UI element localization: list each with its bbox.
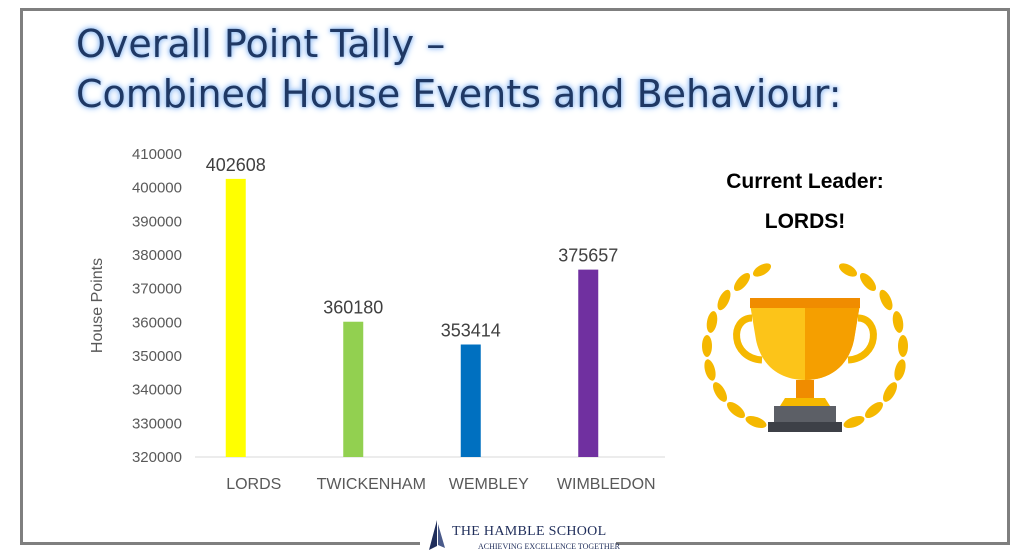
y-tick-label: 400000: [132, 180, 182, 197]
footer-logo-area: [420, 516, 616, 556]
y-tick-label: 380000: [132, 247, 182, 264]
trophy-icon: [702, 263, 908, 432]
y-tick-label: 410000: [132, 146, 182, 163]
y-tick-label: 390000: [132, 213, 182, 230]
bar-wembley: [460, 344, 481, 457]
y-axis-label: House Points: [89, 258, 106, 353]
y-tick-label: 350000: [132, 348, 182, 365]
sailboat-logo-icon: [429, 520, 445, 550]
school-motto: ACHIEVING EXCELLENCE TOGETHER: [478, 542, 620, 551]
bar-twickenham: [343, 321, 364, 457]
x-tick-label: WEMBLEY: [449, 476, 529, 493]
x-tick-label: WIMBLEDON: [557, 476, 656, 493]
bar-chart: 320000 330000 340000 350000 360000 370000 3800…: [89, 146, 665, 493]
y-tick-label: 360000: [132, 314, 182, 331]
x-tick-label: TWICKENHAM: [317, 476, 426, 493]
data-label: 353414: [441, 321, 501, 341]
data-label: 360180: [323, 298, 383, 318]
bar-lords: [225, 178, 246, 457]
current-leader-name: LORDS!: [764, 210, 846, 233]
y-tick-label: 370000: [132, 281, 182, 298]
bar-wimbledon: [578, 269, 599, 457]
data-label: 402608: [206, 155, 266, 175]
y-tick-label: 330000: [132, 415, 182, 432]
data-label: 375657: [558, 246, 618, 266]
y-tick-label: 340000: [132, 382, 182, 399]
current-leader-label: Current Leader:: [726, 170, 884, 193]
y-tick-label: 320000: [132, 449, 182, 466]
slide-title-line2: Combined House Events and Behaviour:: [76, 72, 842, 116]
x-tick-label: LORDS: [226, 476, 281, 493]
school-name: THE HAMBLE SCHOOL: [452, 524, 607, 539]
slide-title-line1: Overall Point Tally –: [76, 22, 446, 66]
